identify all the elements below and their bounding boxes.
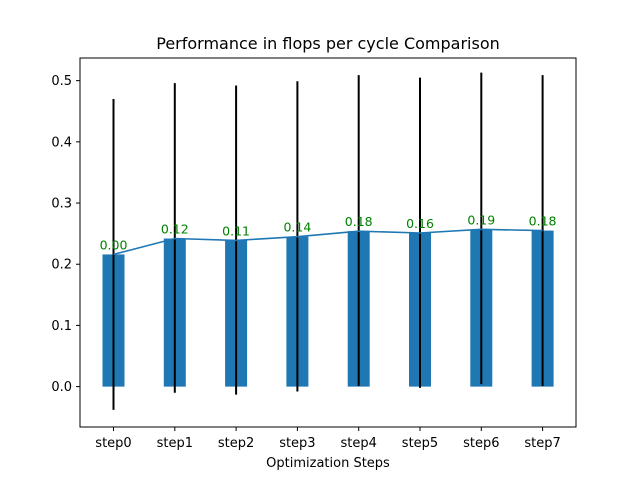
x-tick-label-step3: step3 xyxy=(279,436,315,451)
data-label-step3: 0.14 xyxy=(283,220,311,235)
y-tick-label-0.4: 0.4 xyxy=(51,135,72,150)
x-tick-label-step6: step6 xyxy=(463,436,499,451)
y-tick-label-0.0: 0.0 xyxy=(51,380,72,395)
axes-frame xyxy=(79,57,577,428)
trend-line xyxy=(113,228,543,256)
data-label-step0: 0.00 xyxy=(100,237,128,252)
data-label-step7: 0.18 xyxy=(529,214,557,229)
y-tick-label-0.3: 0.3 xyxy=(51,197,72,212)
x-tick-label-step4: step4 xyxy=(340,436,376,451)
x-tick-label-step0: step0 xyxy=(95,436,131,451)
data-label-step6: 0.19 xyxy=(467,212,495,227)
data-label-step4: 0.18 xyxy=(345,214,373,229)
data-label-step1: 0.12 xyxy=(161,222,189,237)
plot-area: 0.00 0.12 0.11 0.14 0.18 0.16 0.19 0.18 0.0 0.1 0.… xyxy=(51,57,577,451)
y-tick-label-0.1: 0.1 xyxy=(51,319,72,334)
y-tick-label-0.5: 0.5 xyxy=(51,74,72,89)
x-tick-label-step7: step7 xyxy=(524,436,560,451)
x-tick-label-step2: step2 xyxy=(218,436,254,451)
chart-title: Performance in flops per cycle Compariso… xyxy=(156,34,500,53)
x-axis-label: Optimization Steps xyxy=(266,456,390,471)
data-label-step2: 0.11 xyxy=(222,223,250,238)
y-tick-label-0.2: 0.2 xyxy=(51,258,72,273)
x-tick-label-step5: step5 xyxy=(402,436,438,451)
data-label-step5: 0.16 xyxy=(406,216,434,231)
x-tick-label-step1: step1 xyxy=(157,436,193,451)
